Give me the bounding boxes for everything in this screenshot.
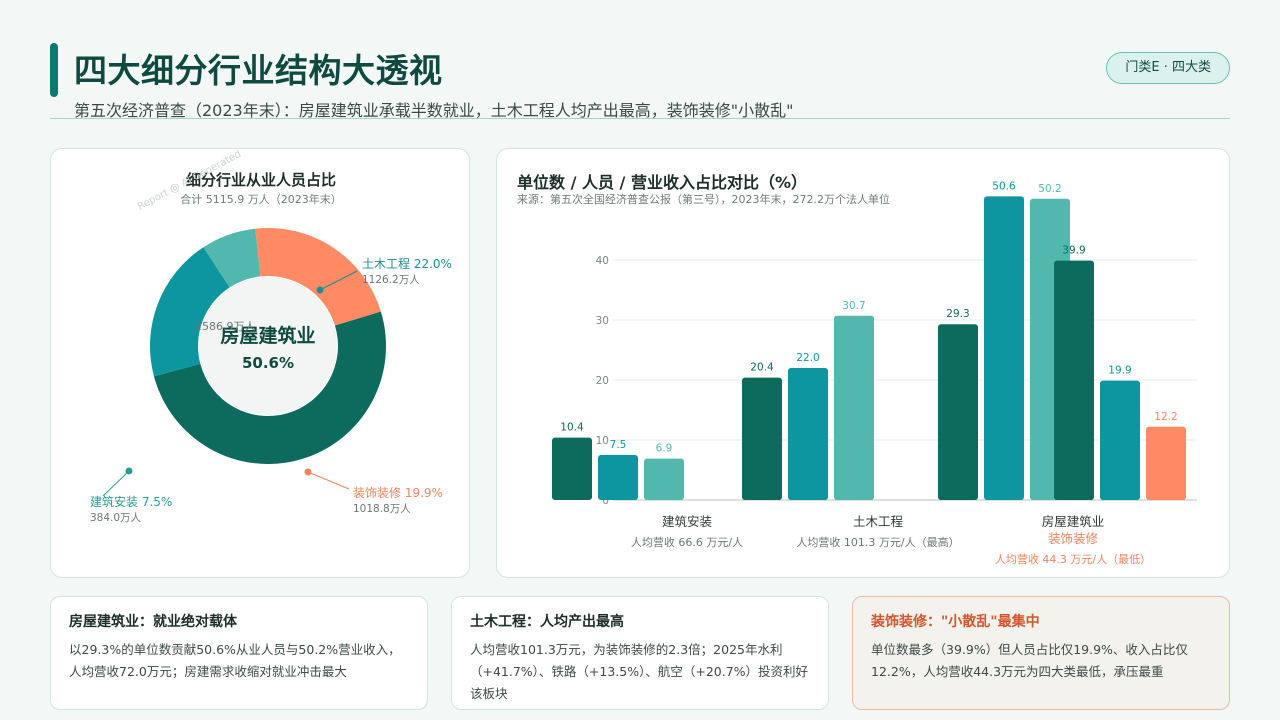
- bar-chart-card: 单位数 / 人员 / 营业收入占比对比（%） 来源：第五次全国经济普查公报（第三…: [496, 148, 1230, 578]
- bar-3: [742, 377, 782, 500]
- page-title: 四大细分行业结构大透视: [74, 51, 443, 90]
- bar-6: [938, 324, 978, 500]
- leader-line: [102, 470, 130, 497]
- donut-hole: [199, 277, 337, 415]
- bar-value-label: 19.9: [1108, 365, 1131, 377]
- slice-label: 土木工程 22.0%: [362, 256, 452, 271]
- bar-value-label: 12.2: [1154, 411, 1177, 423]
- donut-center-label: 房屋建筑业: [220, 324, 315, 347]
- leader-line: [307, 471, 350, 490]
- pie-chart-card: 细分行业从业人员占比 合计 5115.9 万人（2023年末） Report @…: [50, 148, 470, 578]
- bar-value-label: 20.4: [750, 362, 774, 374]
- bar-4: [788, 368, 828, 500]
- note-title: 房屋建筑业：就业绝对载体: [69, 614, 237, 630]
- note-card-decoration: 装饰装修："小散乱"最集中 单位数最多（39.9%）但人员占比仅19.9%、收入…: [852, 596, 1230, 710]
- bar-10: [1100, 380, 1140, 500]
- slice-sub-label: 1126.2万人: [362, 274, 420, 286]
- bar-7: [984, 196, 1024, 500]
- x-category-note: 人均营收 66.6 万元/人: [631, 535, 743, 549]
- bar-9: [1054, 260, 1094, 500]
- bar-value-label: 22.0: [796, 352, 819, 364]
- note-title: 装饰装修："小散乱"最集中: [871, 614, 1040, 630]
- bar-value-label: 30.7: [842, 300, 865, 312]
- bar-0: [552, 437, 592, 500]
- y-tick-label: 20: [596, 375, 609, 387]
- bar-chart: 0 10 20 30 40 10.4 7.5 6.9 20.4 22.0 30.7 29.3 50.6 5…: [552, 180, 1197, 566]
- x-category-label: 房屋建筑业: [1042, 514, 1105, 529]
- x-category-note: 人均营收 44.3 万元/人（最低）: [995, 552, 1151, 566]
- note-body: 以29.3%的单位数贡献50.6%从业人员与50.2%营业收入，人均营收72.0…: [69, 642, 401, 679]
- note-card-civil-engineering: 土木工程：人均产出最高 人均营收101.3万元，为装饰装修的2.3倍；2025年…: [451, 596, 829, 710]
- bar-value-label: 10.4: [560, 422, 584, 434]
- bar-value-label: 6.9: [656, 443, 673, 455]
- bar-value-label: 50.6: [992, 180, 1016, 192]
- donut-slice-2: [203, 228, 261, 288]
- x-category-label: 建筑安装: [662, 514, 712, 529]
- bar-11: [1146, 426, 1186, 500]
- bar-chart-source: 来源：第五次全国经济普查公报（第三号），2023年末，272.2万个法人单位: [517, 193, 890, 206]
- leader-line: [319, 270, 358, 291]
- donut-slice-1: [150, 247, 230, 377]
- note-title: 土木工程：人均产出最高: [470, 614, 624, 630]
- title-accent-bar: [50, 43, 58, 97]
- y-tick-label: 30: [596, 315, 609, 327]
- y-tick-label: 10: [596, 435, 609, 447]
- slice-label: 装饰装修 19.9%: [353, 485, 443, 500]
- y-tick-label: 40: [596, 255, 609, 267]
- bar-value-label: 39.9: [1062, 245, 1085, 257]
- bar-2: [644, 458, 684, 500]
- y-tick-label: 0: [602, 495, 609, 507]
- bar-value-label: 7.5: [610, 439, 627, 451]
- bar-1: [598, 455, 638, 500]
- slice-label: 建筑安装 7.5%: [90, 494, 172, 509]
- page-subtitle: 第五次经济普查（2023年末）：房屋建筑业承载半数就业，土木工程人均产出最高，装…: [74, 101, 794, 120]
- x-category-note: 人均营收 101.3 万元/人（最高）: [796, 535, 959, 549]
- leader-dot: [304, 468, 312, 476]
- pie-chart-subtitle: 合计 5115.9 万人（2023年末）: [180, 193, 342, 206]
- note-card-house-building: 房屋建筑业：就业绝对载体 以29.3%的单位数贡献50.6%从业人员与50.2%…: [50, 596, 428, 710]
- bar-value-label: 50.2: [1038, 183, 1061, 195]
- donut-slice-3: [255, 228, 381, 326]
- donut-slice-0: [153, 311, 386, 464]
- donut-inner-label: 2586.9万人: [195, 320, 256, 333]
- slice-sub-label: 1018.8万人: [353, 503, 411, 515]
- bar-chart-title: 单位数 / 人员 / 营业收入占比对比（%）: [517, 173, 808, 192]
- bar-value-label: 29.3: [946, 308, 969, 320]
- note-body: 单位数最多（39.9%）但人员占比仅19.9%、收入占比仅12.2%，人均营收4…: [871, 642, 1188, 679]
- pie-chart-title: 细分行业从业人员占比: [185, 171, 336, 189]
- title-divider: [50, 118, 1230, 119]
- x-category-label: 土木工程: [853, 514, 904, 529]
- bar-5: [834, 315, 874, 500]
- leader-dot: [125, 467, 133, 475]
- note-body: 人均营收101.3万元，为装饰装修的2.3倍；2025年水利（+41.7%）、铁…: [470, 642, 809, 701]
- category-tag: 门类E · 四大类: [1106, 52, 1230, 84]
- slice-sub-label: 384.0万人: [90, 512, 142, 524]
- donut-center-value: 50.6%: [242, 354, 294, 372]
- x-category-label: 装饰装修: [1048, 531, 1099, 546]
- leader-dot: [316, 286, 324, 294]
